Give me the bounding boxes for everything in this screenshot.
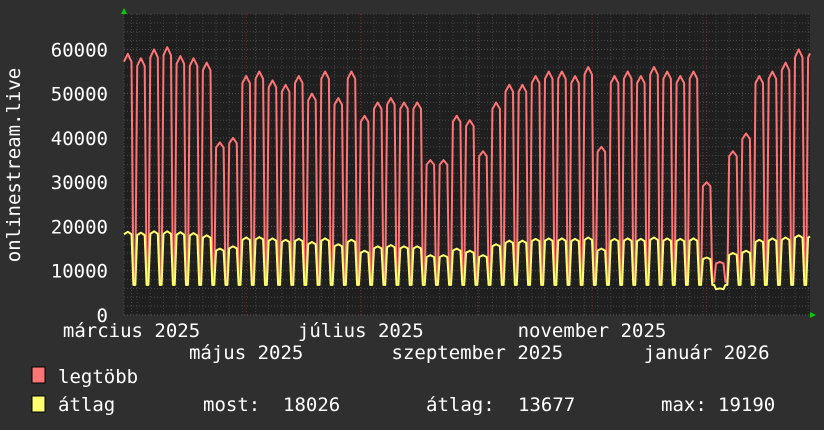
y-tick-label: 50000	[51, 84, 108, 106]
x-tick-label: július 2025	[298, 320, 424, 342]
legend-max-label: max:	[661, 394, 707, 416]
y-tick-label: 20000	[51, 216, 108, 238]
series-line-avg	[123, 230, 811, 291]
y-axis-label: onlinestream.live	[3, 68, 25, 262]
x-tick-label: szeptember 2025	[392, 342, 564, 364]
legend-max-value: 19190	[718, 394, 775, 416]
legend-avg-value: 13677	[518, 394, 575, 416]
x-axis-arrow-icon	[810, 312, 816, 318]
series-layer	[123, 46, 811, 291]
y-axis-arrow-icon	[121, 8, 127, 14]
legend-now-label: most:	[203, 394, 260, 416]
y-tick-label: 0	[97, 305, 108, 327]
legend-avg-label: átlag:	[426, 394, 495, 416]
y-tick-label: 10000	[51, 261, 108, 283]
legend-swatch-avg	[31, 395, 46, 413]
y-tick-label: 30000	[51, 172, 108, 194]
x-tick-label: május 2025	[189, 342, 303, 364]
x-tick-label: március 2025	[63, 320, 200, 342]
legend-now-value: 18026	[283, 394, 340, 416]
x-tick-label: január 2026	[644, 342, 770, 364]
y-tick-label: 40000	[51, 128, 108, 150]
legend: legtöbb átlag most: 18026 átlag: 13677 m…	[31, 366, 775, 416]
legend-swatch-max	[31, 366, 46, 384]
y-tick-label: 60000	[51, 39, 108, 61]
legend-label-avg: átlag	[58, 394, 115, 416]
y-ticks: 0 10000 20000 30000 40000 50000 60000	[51, 39, 108, 327]
legend-label-max: legtöbb	[58, 366, 138, 388]
x-tick-label: november 2025	[518, 320, 667, 342]
